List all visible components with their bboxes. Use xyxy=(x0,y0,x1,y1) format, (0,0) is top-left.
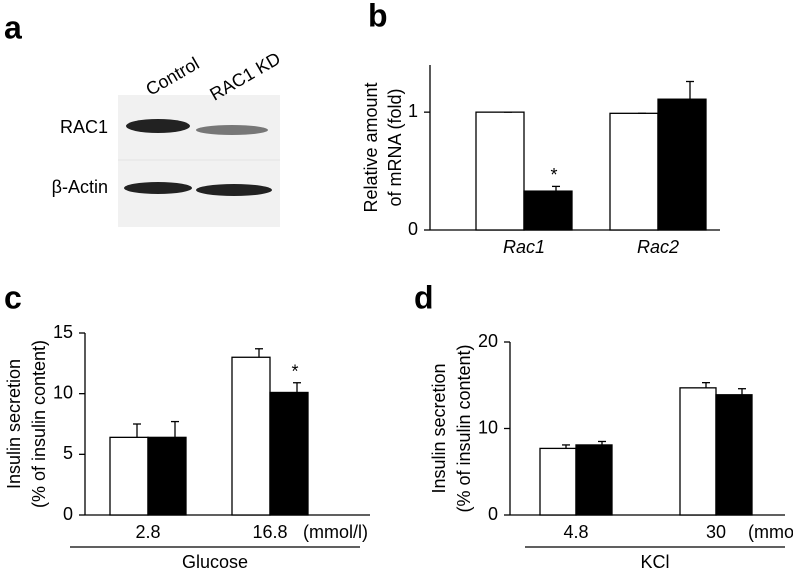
western-blot xyxy=(118,95,280,227)
y-tick-label: 10 xyxy=(53,382,73,402)
x-tick-label: 2.8 xyxy=(135,522,160,542)
x-axis-label: KCl xyxy=(640,552,669,572)
x-tick-label: 30 xyxy=(706,522,726,542)
bar xyxy=(679,387,717,516)
y-tick-label: 0 xyxy=(63,504,73,524)
bar xyxy=(609,112,659,231)
y-tick-label: 0 xyxy=(408,219,418,239)
blot-image xyxy=(118,95,280,227)
annotation: * xyxy=(291,361,298,381)
y-axis-label: Relative amount xyxy=(361,82,381,212)
x-tick-label: 4.8 xyxy=(563,522,588,542)
blot-band xyxy=(124,182,192,194)
bar xyxy=(109,436,149,516)
y-tick-label: 0 xyxy=(488,504,498,524)
y-axis-label: of mRNA (fold) xyxy=(385,88,405,206)
y-axis-label: (% of insulin content) xyxy=(454,344,474,512)
panel-label: c xyxy=(4,279,22,315)
panel-label: d xyxy=(414,279,434,315)
x-tick-label: Rac2 xyxy=(637,237,679,257)
panel-label: a xyxy=(4,9,22,45)
unit-label: (mmol/l) xyxy=(748,522,793,542)
y-axis-label: Insulin secretion xyxy=(4,359,24,489)
bar xyxy=(575,444,613,516)
row-label: β-Actin xyxy=(52,177,108,197)
blot-band xyxy=(196,125,268,135)
x-axis-label: Glucose xyxy=(182,552,248,572)
bar xyxy=(269,391,309,516)
bar xyxy=(715,394,753,516)
y-tick-label: 5 xyxy=(63,443,73,463)
y-axis-label: (% of insulin content) xyxy=(29,340,49,508)
bar xyxy=(657,98,707,231)
bar xyxy=(147,436,187,516)
lane-label: Control xyxy=(142,53,202,99)
blot-band xyxy=(126,119,190,133)
y-tick-label: 10 xyxy=(478,417,498,437)
panel-label: b xyxy=(368,0,388,33)
x-tick-label: Rac1 xyxy=(503,237,545,257)
bar xyxy=(539,447,577,516)
y-axis-label: Insulin secretion xyxy=(429,363,449,493)
unit-label: (mmol/l) xyxy=(303,522,368,542)
bar xyxy=(231,356,271,516)
y-tick-label: 20 xyxy=(478,331,498,351)
bar xyxy=(475,111,525,231)
x-tick-label: 16.8 xyxy=(252,522,287,542)
row-label: RAC1 xyxy=(60,117,108,137)
y-tick-label: 1 xyxy=(408,101,418,121)
annotation: * xyxy=(550,165,557,185)
blot-band xyxy=(196,184,272,196)
y-tick-label: 15 xyxy=(53,322,73,342)
bar xyxy=(523,190,573,231)
